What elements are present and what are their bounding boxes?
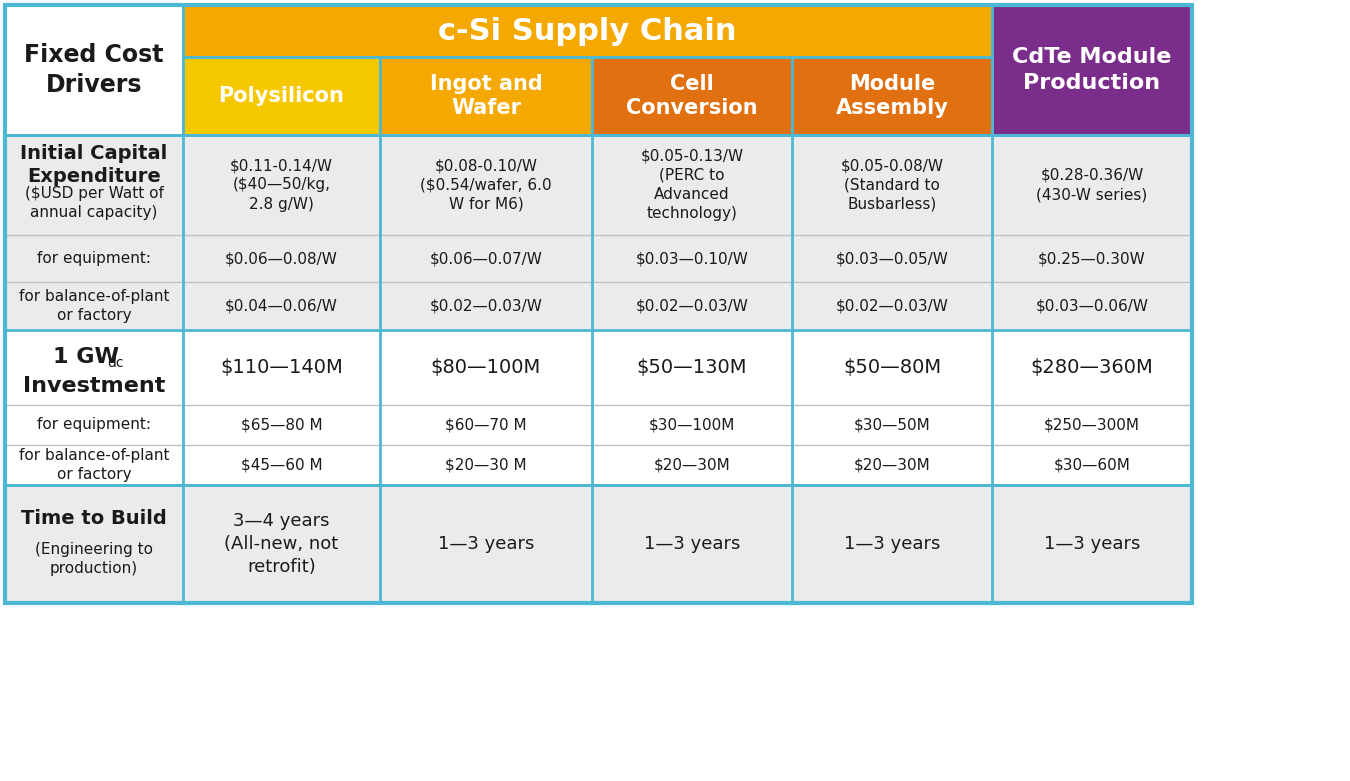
Text: for balance-of-plant
or factory: for balance-of-plant or factory xyxy=(19,448,169,482)
Bar xyxy=(992,330,1192,485)
Bar xyxy=(792,57,992,135)
Bar xyxy=(184,5,992,57)
Text: $0.04—0.06/W: $0.04—0.06/W xyxy=(225,298,338,313)
Text: $0.02—0.03/W: $0.02—0.03/W xyxy=(836,298,949,313)
Bar xyxy=(379,57,593,135)
Bar xyxy=(184,485,379,603)
Text: $30—50M: $30—50M xyxy=(853,418,930,433)
Text: for balance-of-plant
or factory: for balance-of-plant or factory xyxy=(19,289,169,323)
Text: c-Si Supply Chain: c-Si Supply Chain xyxy=(439,16,737,45)
Text: Investment: Investment xyxy=(23,376,165,396)
Text: $80—100M: $80—100M xyxy=(431,358,541,377)
Text: 1—3 years: 1—3 years xyxy=(437,535,535,553)
Text: (Engineering to
production): (Engineering to production) xyxy=(35,542,153,576)
Bar xyxy=(593,57,792,135)
Text: $250—300M: $250—300M xyxy=(1044,418,1139,433)
Bar xyxy=(184,135,379,330)
Text: $0.11-0.14/W
($40—50/kg,
2.8 g/W): $0.11-0.14/W ($40—50/kg, 2.8 g/W) xyxy=(230,159,333,212)
Text: 1 GW: 1 GW xyxy=(53,347,119,367)
Text: for equipment:: for equipment: xyxy=(36,251,151,266)
Bar xyxy=(184,330,379,485)
Text: $20—30M: $20—30M xyxy=(653,458,730,473)
Bar xyxy=(5,135,184,330)
Text: $0.06—0.08/W: $0.06—0.08/W xyxy=(225,251,338,266)
Text: $0.03—0.06/W: $0.03—0.06/W xyxy=(1035,298,1149,313)
Text: Module
Assembly: Module Assembly xyxy=(836,73,949,119)
Text: $60—70 M: $60—70 M xyxy=(446,418,526,433)
Text: $45—60 M: $45—60 M xyxy=(240,458,323,473)
Bar xyxy=(5,5,1192,603)
Bar xyxy=(992,135,1192,330)
Text: $0.02—0.03/W: $0.02—0.03/W xyxy=(636,298,748,313)
Text: $30—60M: $30—60M xyxy=(1053,458,1130,473)
Bar xyxy=(593,135,792,330)
Bar xyxy=(792,485,992,603)
Bar xyxy=(593,485,792,603)
Text: $110—140M: $110—140M xyxy=(220,358,343,377)
Text: for equipment:: for equipment: xyxy=(36,418,151,433)
Text: $30—100M: $30—100M xyxy=(649,418,736,433)
Text: $0.05-0.13/W
(PERC to
Advanced
technology): $0.05-0.13/W (PERC to Advanced technolog… xyxy=(640,148,744,221)
Text: 1—3 years: 1—3 years xyxy=(844,535,940,553)
Bar xyxy=(5,5,184,135)
Text: $0.02—0.03/W: $0.02—0.03/W xyxy=(429,298,543,313)
Text: Polysilicon: Polysilicon xyxy=(219,86,344,106)
Text: $50—130M: $50—130M xyxy=(637,358,748,377)
Text: $65—80 M: $65—80 M xyxy=(240,418,323,433)
Bar xyxy=(379,330,593,485)
Text: 1—3 years: 1—3 years xyxy=(644,535,740,553)
Text: $0.28-0.36/W
(430-W series): $0.28-0.36/W (430-W series) xyxy=(1037,168,1148,202)
Text: $0.25—0.30W: $0.25—0.30W xyxy=(1038,251,1146,266)
Text: $280—360M: $280—360M xyxy=(1030,358,1153,377)
Text: $50—80M: $50—80M xyxy=(842,358,941,377)
Bar xyxy=(5,485,184,603)
Bar xyxy=(379,485,593,603)
Text: $0.03—0.10/W: $0.03—0.10/W xyxy=(636,251,748,266)
Text: Time to Build: Time to Build xyxy=(22,508,167,527)
Bar xyxy=(792,330,992,485)
Text: $0.06—0.07/W: $0.06—0.07/W xyxy=(429,251,543,266)
Text: CdTe Module
Production: CdTe Module Production xyxy=(1012,47,1172,93)
Text: Cell
Conversion: Cell Conversion xyxy=(626,73,757,119)
Bar xyxy=(992,485,1192,603)
Text: $20—30 M: $20—30 M xyxy=(446,458,526,473)
Text: Ingot and
Wafer: Ingot and Wafer xyxy=(429,73,543,119)
Text: $0.05-0.08/W
(Standard to
Busbarless): $0.05-0.08/W (Standard to Busbarless) xyxy=(841,159,944,212)
Text: ($USD per Watt of
annual capacity): ($USD per Watt of annual capacity) xyxy=(24,186,163,220)
Text: $0.03—0.05/W: $0.03—0.05/W xyxy=(836,251,949,266)
Text: dc: dc xyxy=(108,356,124,370)
Bar xyxy=(184,57,379,135)
Text: 3—4 years
(All-new, not
retrofit): 3—4 years (All-new, not retrofit) xyxy=(224,512,339,576)
Bar xyxy=(593,330,792,485)
Text: 1—3 years: 1—3 years xyxy=(1044,535,1141,553)
Text: $20—30M: $20—30M xyxy=(853,458,930,473)
Bar xyxy=(379,135,593,330)
Text: $0.08-0.10/W
($0.54/wafer, 6.0
W for M6): $0.08-0.10/W ($0.54/wafer, 6.0 W for M6) xyxy=(420,159,552,212)
Bar xyxy=(792,135,992,330)
Bar xyxy=(5,330,184,485)
Text: Initial Capital
Expenditure: Initial Capital Expenditure xyxy=(20,144,167,186)
Bar xyxy=(992,5,1192,135)
Text: Fixed Cost
Drivers: Fixed Cost Drivers xyxy=(24,43,163,97)
